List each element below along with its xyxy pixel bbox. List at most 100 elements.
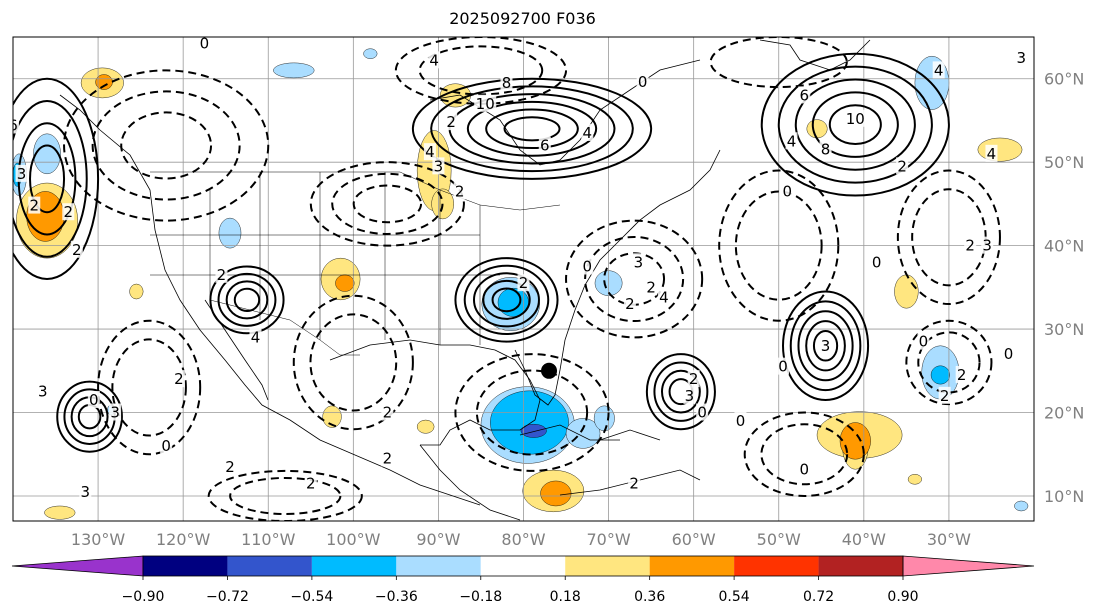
solid-contour-4-0: [760, 52, 950, 197]
lat-tick-label-4: 20°N: [1044, 404, 1084, 423]
solid-contour-3-2: [797, 310, 854, 382]
colorbar-segment-3: [311, 556, 397, 576]
contour-label-16: 8: [821, 141, 831, 159]
dashed-contour-7-0: [292, 294, 414, 431]
dashed-contour-1-0: [309, 161, 465, 247]
colorbar-segment-5: [480, 556, 566, 576]
contour-label-bg-44: [734, 411, 747, 429]
contour-label-bg-56: [381, 449, 394, 467]
shading-blob-40: [1014, 500, 1029, 512]
contour-label-bg-38: [645, 278, 658, 296]
dashed-contour-2-1: [584, 235, 685, 323]
contour-label-25: 2: [217, 266, 227, 284]
contour-label-bg-48: [798, 460, 811, 478]
contour-label-bg-47: [819, 336, 832, 354]
contour-label-4: 4: [429, 51, 439, 69]
contour-label-bg-34: [304, 474, 317, 492]
lon-tick-label-9: 40°W: [842, 530, 886, 549]
dashed-contour-9-0: [743, 411, 865, 497]
dashed-contour-0-0: [63, 69, 270, 222]
solid-contour-3-3: [805, 320, 846, 372]
lon-tick-label-0: 130°W: [71, 530, 126, 549]
contour-label-bg-54: [964, 236, 977, 254]
shading-blob-19: [322, 405, 342, 428]
contour-label-bg-24: [62, 203, 75, 221]
shading-blob-33: [907, 474, 922, 485]
lon-tick-label-6: 70°W: [586, 530, 630, 549]
dashed-contour-11-1: [418, 45, 544, 96]
longitude-tick-labels: 130°W 120°W 110°W 100°W 90°W 80°W 70°W 60°W 50°W…: [71, 530, 971, 549]
dashed-contour-10-1: [229, 476, 342, 515]
shading-blob-37: [977, 137, 1023, 162]
dashed-contour-5-0: [905, 319, 993, 406]
lon-tick-label-2: 110°W: [241, 530, 296, 549]
shading-blob-23: [520, 423, 547, 438]
contour-label-bg-40: [657, 288, 670, 306]
contour-label-bg-17: [844, 109, 867, 127]
dashed-contour-4-0: [896, 169, 1001, 306]
contour-label-21: 4: [987, 145, 997, 163]
lat-tick-label-2: 40°N: [1044, 237, 1084, 256]
contour-label-bg-49: [870, 253, 883, 271]
contour-label-bg-21: [985, 144, 998, 162]
contour-label-38: 2: [646, 278, 656, 296]
contour-label-22: 0: [782, 182, 792, 200]
contour-label-32: 2: [225, 458, 235, 476]
solid-contour-1-0: [56, 380, 123, 453]
coastline-east: [564, 149, 721, 341]
solid-contour-6-3: [482, 279, 531, 320]
solid-contour-3-0: [782, 290, 870, 401]
shading-blob-8: [363, 48, 378, 59]
lon-tick-label-3: 100°W: [326, 530, 381, 549]
dashed-contour-8-1: [475, 369, 589, 456]
solid-contour-4-2: [794, 78, 916, 171]
contour-label-30: 2: [174, 370, 184, 388]
contour-label-bg-27: [109, 403, 122, 421]
solid-contour-5-0: [411, 77, 653, 180]
contour-label-7: 2: [446, 113, 456, 131]
contour-label-bg-32: [223, 457, 236, 475]
contour-label-bg-50: [917, 332, 930, 350]
shading-blob-15: [129, 283, 144, 300]
colorbar-extend-max: [902, 555, 1035, 577]
contour-label-48: 0: [800, 460, 810, 478]
coastline-na-west: [59, 94, 481, 506]
black-dot-marker: [541, 362, 558, 379]
dashed-contour-6-1: [111, 338, 187, 437]
contour-label-0: 0: [200, 35, 210, 53]
colorbar-segment-7: [649, 556, 735, 576]
lon-tick-label-4: 90°W: [416, 530, 460, 549]
contour-label-bg-10: [453, 182, 466, 200]
contour-label-36: 2: [519, 274, 529, 292]
solid-contour-7-3: [29, 144, 66, 214]
solid-contour-7-0: [13, 77, 100, 280]
contour-label-bg-4: [428, 51, 441, 69]
shading-blob-14: [335, 274, 355, 292]
shading-blob-39: [806, 119, 828, 139]
contour-label-44: 0: [736, 412, 746, 430]
shading-blob-1: [95, 74, 113, 90]
lat-tick-label-1: 50°N: [1044, 153, 1084, 172]
contour-label-24: 2: [64, 203, 74, 221]
contour-label-bg-22: [781, 182, 794, 200]
contour-label-26: 4: [251, 328, 261, 346]
dashed-contour-2-0: [565, 219, 704, 339]
chart-title: 2025092700 F036: [449, 9, 596, 28]
contour-label-51: 2: [957, 366, 967, 384]
solid-contour-5-3: [466, 100, 598, 157]
shading-blob-24: [565, 418, 601, 449]
solid-contour-6-1: [463, 264, 550, 335]
colorbar-segment-6: [565, 556, 650, 576]
shading-blob-32: [839, 422, 871, 460]
lon-tick-label-1: 120°W: [156, 530, 211, 549]
colorbar-tick-label-5: 0.18: [550, 589, 581, 605]
contour-label-bg-23: [70, 240, 83, 258]
contour-label-14: 6: [800, 86, 810, 104]
colorbar-tick-label-8: 0.72: [803, 589, 834, 605]
contour-label-bg-19: [1015, 48, 1028, 66]
contour-label-28: 3: [38, 383, 48, 401]
contour-label-18: 4: [934, 61, 944, 79]
solid-contour-4-1: [777, 65, 933, 184]
contour-label-40: 4: [659, 288, 669, 306]
colorbar-frame: [142, 555, 904, 577]
